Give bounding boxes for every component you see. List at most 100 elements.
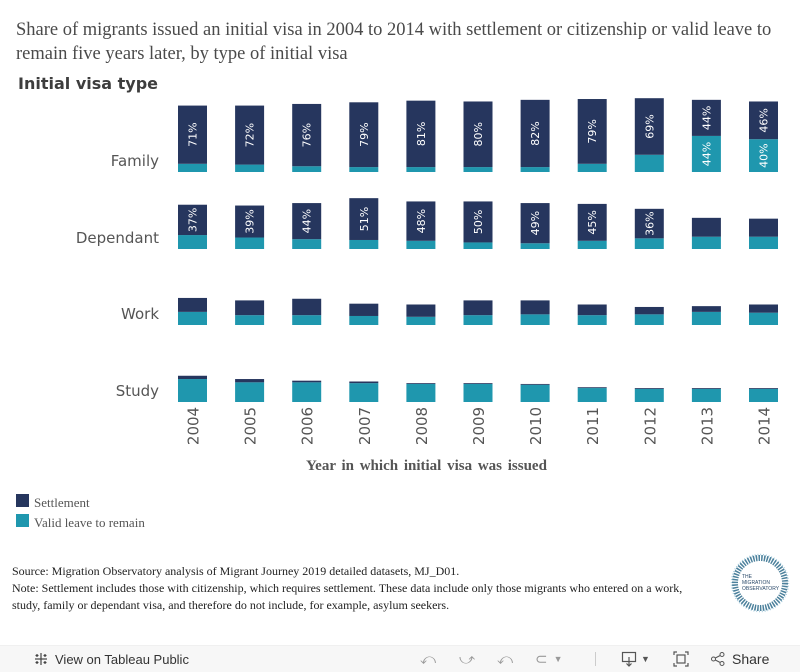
bar-settlement-dependant-2008[interactable] — [406, 201, 436, 241]
bar-valid-leave-dependant-2007[interactable] — [349, 239, 379, 249]
bar-valid-leave-dependant-2014[interactable] — [749, 236, 778, 249]
bar-settlement-study-2011[interactable] — [577, 387, 607, 389]
bar-valid-leave-dependant-2012[interactable] — [634, 238, 664, 249]
bar-valid-leave-family-2007[interactable] — [349, 167, 379, 172]
bar-valid-leave-family-2008[interactable] — [406, 167, 436, 172]
bar-valid-leave-study-2012[interactable] — [634, 388, 664, 402]
bar-settlement-study-2004[interactable] — [178, 375, 207, 380]
bar-settlement-study-2013[interactable] — [691, 388, 721, 389]
bar-valid-leave-work-2010[interactable] — [520, 314, 550, 325]
bar-settlement-work-2006[interactable] — [292, 298, 322, 316]
migration-observatory-logo: THE MIGRATION OBSERVATORY — [730, 553, 790, 613]
revert-button[interactable]: ⤺ — [497, 646, 513, 672]
bar-settlement-work-2008[interactable] — [406, 304, 436, 317]
undo-button[interactable]: ⤺ — [420, 646, 436, 672]
bar-valid-leave-study-2011[interactable] — [577, 388, 607, 402]
bar-settlement-study-2010[interactable] — [520, 383, 550, 385]
bar-settlement-work-2011[interactable] — [577, 304, 607, 316]
bar-settlement-work-2012[interactable] — [634, 306, 664, 315]
bar-settlement-family-2012[interactable] — [634, 98, 664, 155]
bar-settlement-dependant-2011[interactable] — [577, 203, 607, 241]
bar-settlement-family-2008[interactable] — [406, 100, 436, 168]
bar-valid-leave-work-2011[interactable] — [577, 315, 607, 325]
bar-valid-leave-dependant-2013[interactable] — [691, 236, 721, 249]
bar-settlement-dependant-2007[interactable] — [349, 198, 379, 240]
bar-settlement-study-2012[interactable] — [634, 388, 664, 389]
bar-settlement-study-2007[interactable] — [349, 381, 379, 384]
refresh-button[interactable]: ⊂ ▼ — [535, 646, 563, 672]
bar-settlement-family-2013[interactable] — [691, 99, 721, 136]
bar-settlement-work-2010[interactable] — [520, 300, 550, 315]
bar-settlement-work-2013[interactable] — [691, 306, 721, 312]
bar-valid-leave-dependant-2005[interactable] — [235, 237, 265, 249]
bar-valid-leave-family-2004[interactable] — [178, 163, 207, 172]
bar-valid-leave-work-2008[interactable] — [406, 316, 436, 325]
bar-valid-leave-family-2010[interactable] — [520, 167, 550, 172]
bar-valid-leave-dependant-2004[interactable] — [178, 235, 207, 249]
bar-valid-leave-work-2009[interactable] — [463, 315, 493, 325]
bar-valid-leave-study-2009[interactable] — [463, 383, 493, 402]
bar-valid-leave-family-2013[interactable] — [691, 135, 721, 172]
bar-settlement-work-2009[interactable] — [463, 300, 493, 316]
bar-valid-leave-family-2005[interactable] — [235, 164, 265, 172]
bar-settlement-work-2014[interactable] — [749, 304, 778, 313]
bar-valid-leave-work-2007[interactable] — [349, 315, 379, 325]
bar-valid-leave-study-2014[interactable] — [749, 388, 778, 402]
bar-settlement-work-2004[interactable] — [178, 297, 207, 312]
bar-valid-leave-study-2004[interactable] — [178, 379, 207, 402]
legend-item-valid-leave[interactable]: Valid leave to remain — [16, 510, 145, 530]
bar-settlement-family-2011[interactable] — [577, 99, 607, 164]
bar-valid-leave-work-2004[interactable] — [178, 311, 207, 325]
legend-item-settlement[interactable]: Settlement — [16, 490, 145, 510]
bar-settlement-family-2006[interactable] — [292, 103, 322, 167]
share-button[interactable]: Share — [710, 646, 769, 672]
bar-valid-leave-study-2008[interactable] — [406, 383, 436, 402]
download-button[interactable]: ▼ — [621, 646, 650, 672]
fullscreen-button[interactable] — [673, 646, 689, 672]
redo-button[interactable]: ⤻ — [459, 646, 475, 672]
bar-settlement-study-2009[interactable] — [463, 383, 493, 384]
bar-settlement-study-2006[interactable] — [292, 380, 322, 383]
bar-valid-leave-family-2012[interactable] — [634, 154, 664, 172]
bar-settlement-family-2007[interactable] — [349, 102, 379, 168]
bar-settlement-dependant-2009[interactable] — [463, 201, 493, 243]
bar-valid-leave-work-2013[interactable] — [691, 311, 721, 325]
bar-settlement-dependant-2012[interactable] — [634, 208, 664, 239]
bar-valid-leave-study-2005[interactable] — [235, 382, 265, 402]
bar-valid-leave-dependant-2009[interactable] — [463, 242, 493, 249]
bar-valid-leave-family-2009[interactable] — [463, 167, 493, 172]
bar-settlement-family-2014[interactable] — [749, 101, 778, 140]
bar-settlement-dependant-2013[interactable] — [691, 217, 721, 237]
bar-settlement-study-2008[interactable] — [406, 383, 436, 384]
bar-settlement-family-2009[interactable] — [463, 101, 493, 168]
bar-valid-leave-family-2011[interactable] — [577, 163, 607, 172]
view-on-tableau-button[interactable]: View on Tableau Public — [33, 646, 189, 672]
bar-valid-leave-family-2006[interactable] — [292, 166, 322, 172]
bar-valid-leave-work-2006[interactable] — [292, 315, 322, 325]
bar-settlement-family-2010[interactable] — [520, 99, 550, 168]
bar-valid-leave-dependant-2006[interactable] — [292, 239, 322, 249]
bar-settlement-dependant-2005[interactable] — [235, 205, 265, 238]
bar-valid-leave-work-2012[interactable] — [634, 314, 664, 325]
bar-settlement-family-2004[interactable] — [178, 105, 207, 164]
bar-valid-leave-study-2013[interactable] — [691, 388, 721, 402]
bar-settlement-dependant-2004[interactable] — [178, 204, 207, 236]
bar-valid-leave-study-2010[interactable] — [520, 384, 550, 402]
bar-settlement-dependant-2006[interactable] — [292, 203, 322, 240]
bar-valid-leave-work-2005[interactable] — [235, 315, 265, 325]
bar-valid-leave-study-2006[interactable] — [292, 382, 322, 402]
bar-settlement-dependant-2010[interactable] — [520, 203, 550, 244]
bar-valid-leave-dependant-2008[interactable] — [406, 240, 436, 249]
bar-settlement-family-2005[interactable] — [235, 105, 265, 165]
toolbar-divider — [595, 652, 596, 666]
bar-settlement-work-2005[interactable] — [235, 300, 265, 316]
bar-valid-leave-family-2014[interactable] — [749, 139, 778, 172]
bar-settlement-study-2005[interactable] — [235, 379, 265, 383]
bar-valid-leave-dependant-2011[interactable] — [577, 240, 607, 249]
bar-valid-leave-work-2014[interactable] — [749, 312, 778, 325]
bar-settlement-study-2014[interactable] — [749, 388, 778, 389]
bar-settlement-dependant-2014[interactable] — [749, 218, 778, 237]
bar-valid-leave-study-2007[interactable] — [349, 383, 379, 402]
bar-valid-leave-dependant-2010[interactable] — [520, 243, 550, 249]
bar-settlement-work-2007[interactable] — [349, 303, 379, 316]
